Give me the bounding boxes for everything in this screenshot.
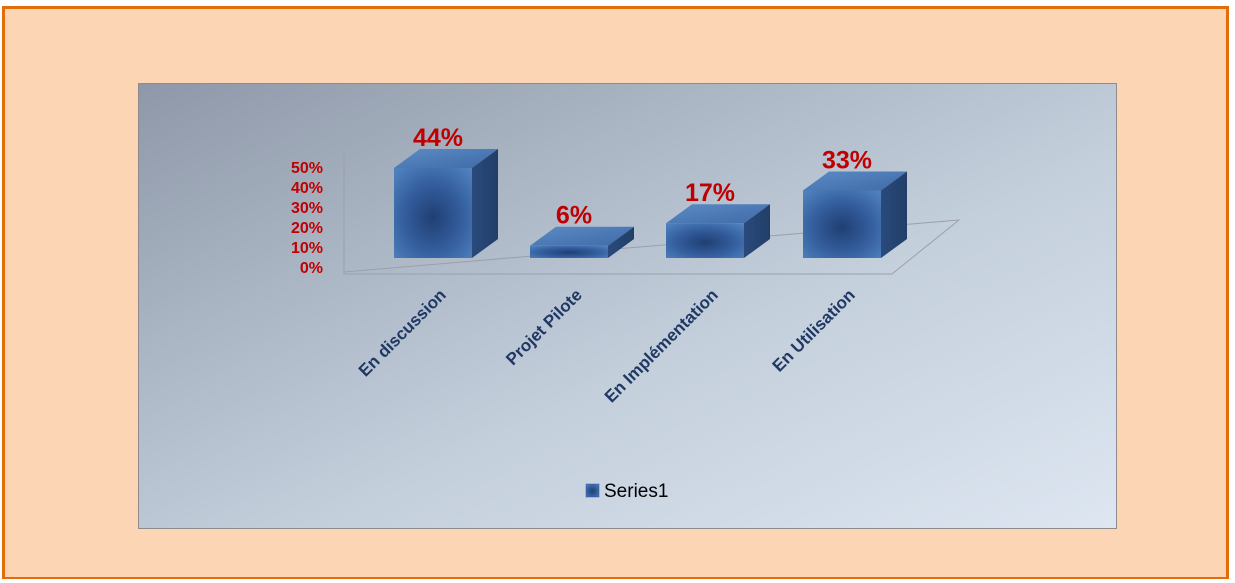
y-tick-label: 10% (291, 240, 323, 257)
outer-frame: 0% 10% 20% 30% 40% 50% 44% 6% 17% 33% En discuss… (2, 6, 1229, 579)
bar-front-face (803, 190, 881, 258)
legend-label: Series1 (604, 481, 668, 502)
data-label: 6% (556, 202, 592, 230)
bar-front-face (530, 245, 608, 258)
bar (803, 171, 907, 258)
data-labels: 44% 6% 17% 33% (413, 124, 872, 230)
chart-area: 0% 10% 20% 30% 40% 50% 44% 6% 17% 33% En discuss… (138, 83, 1117, 529)
bar (394, 149, 498, 258)
bar-side-face (472, 149, 498, 258)
y-axis-ticks: 0% 10% 20% 30% 40% 50% (291, 160, 323, 277)
bar (530, 226, 634, 258)
category-label: En discussion (355, 285, 450, 380)
bar-front-face (666, 223, 744, 258)
bar (666, 204, 770, 258)
y-tick-label: 40% (291, 180, 323, 197)
data-label: 44% (413, 124, 463, 152)
y-tick-label: 50% (291, 160, 323, 177)
data-label: 17% (685, 179, 735, 207)
legend-swatch (585, 483, 600, 498)
chart-svg: 0% 10% 20% 30% 40% 50% 44% 6% 17% 33% En discuss… (291, 124, 961, 502)
y-tick-label: 0% (300, 260, 323, 277)
bar-top-face (803, 171, 907, 191)
category-label: En Utilisation (769, 285, 859, 375)
bar-top-face (394, 149, 498, 168)
bar-side-face (608, 226, 634, 258)
bar-top-face (666, 204, 770, 224)
category-labels: En discussion Projet Pilote En Implémentat… (355, 285, 859, 406)
bar-top-face (530, 226, 634, 246)
y-tick-label: 20% (291, 220, 323, 237)
category-label: Projet Pilote (502, 285, 586, 369)
bar-front-face (394, 168, 472, 258)
bar-side-face (881, 171, 907, 258)
y-tick-label: 30% (291, 200, 323, 217)
category-label: En Implémentation (601, 285, 722, 406)
legend: Series1 (585, 481, 668, 502)
bars (394, 149, 907, 258)
bar-side-face (744, 204, 770, 258)
data-label: 33% (822, 147, 872, 175)
